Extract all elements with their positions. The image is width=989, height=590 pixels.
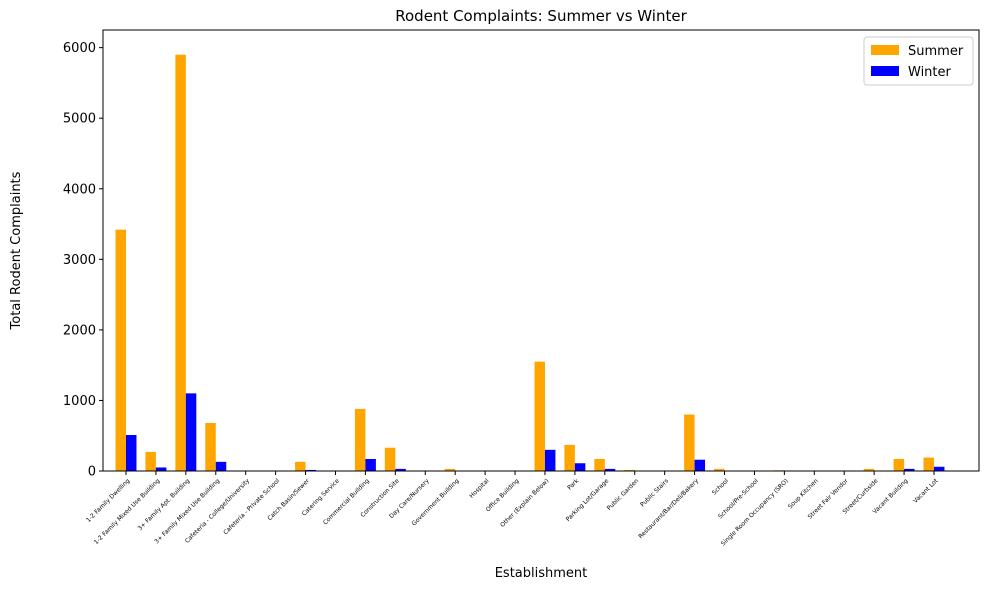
bar-summer-2 bbox=[175, 54, 186, 471]
legend-label-winter: Winter bbox=[908, 65, 952, 80]
y-tick-label: 3000 bbox=[63, 253, 96, 268]
bar-summer-1 bbox=[145, 451, 156, 471]
legend-swatch-winter bbox=[871, 66, 899, 76]
bar-winter-14 bbox=[544, 449, 556, 471]
bar-winter-3 bbox=[215, 461, 227, 471]
bar-summer-9 bbox=[384, 447, 396, 471]
bar-winter-19 bbox=[694, 459, 706, 471]
bar-summer-11 bbox=[444, 468, 456, 471]
bar-summer-20 bbox=[714, 468, 725, 471]
bar-summer-0 bbox=[115, 229, 126, 471]
bar-summer-17 bbox=[624, 469, 635, 471]
bar-winter-15 bbox=[574, 463, 586, 471]
bar-winter-2 bbox=[185, 393, 197, 471]
bar-winter-9 bbox=[395, 468, 406, 471]
bar-winter-26 bbox=[904, 468, 915, 471]
bar-winter-6 bbox=[305, 469, 317, 471]
y-axis-label: Total Rodent Complaints bbox=[9, 171, 24, 330]
bar-summer-19 bbox=[684, 414, 695, 471]
y-tick-label: 6000 bbox=[63, 41, 96, 56]
bar-winter-0 bbox=[126, 435, 137, 471]
bar-summer-16 bbox=[594, 459, 605, 471]
bar-summer-26 bbox=[893, 459, 905, 471]
legend: Summer Winter bbox=[863, 36, 974, 86]
bar-summer-27 bbox=[923, 457, 934, 471]
y-tick-label: 1000 bbox=[63, 394, 96, 409]
bar-summer-3 bbox=[205, 423, 216, 471]
plot-frame bbox=[102, 29, 980, 472]
y-axis: 0 1000 2000 3000 4000 5000 6000 bbox=[63, 41, 103, 480]
bar-summer-25 bbox=[863, 468, 875, 471]
bar-summer-15 bbox=[564, 444, 575, 471]
bar-summer-8 bbox=[354, 408, 366, 471]
legend-swatch-summer bbox=[871, 45, 899, 55]
x-axis-label: Establishment bbox=[495, 566, 588, 581]
bars-group bbox=[115, 54, 945, 471]
y-tick-label: 0 bbox=[88, 465, 96, 480]
y-tick-label: 5000 bbox=[63, 112, 96, 127]
chart-title: Rodent Complaints: Summer vs Winter bbox=[395, 7, 687, 25]
y-tick-label: 4000 bbox=[63, 182, 96, 197]
bar-winter-16 bbox=[604, 468, 616, 471]
bar-summer-6 bbox=[295, 461, 306, 471]
bar-winter-1 bbox=[155, 467, 167, 471]
legend-label-summer: Summer bbox=[908, 44, 964, 59]
bar-winter-27 bbox=[934, 466, 945, 471]
y-tick-label: 2000 bbox=[63, 323, 96, 338]
bar-summer-14 bbox=[534, 361, 545, 471]
bar-winter-8 bbox=[365, 459, 376, 471]
